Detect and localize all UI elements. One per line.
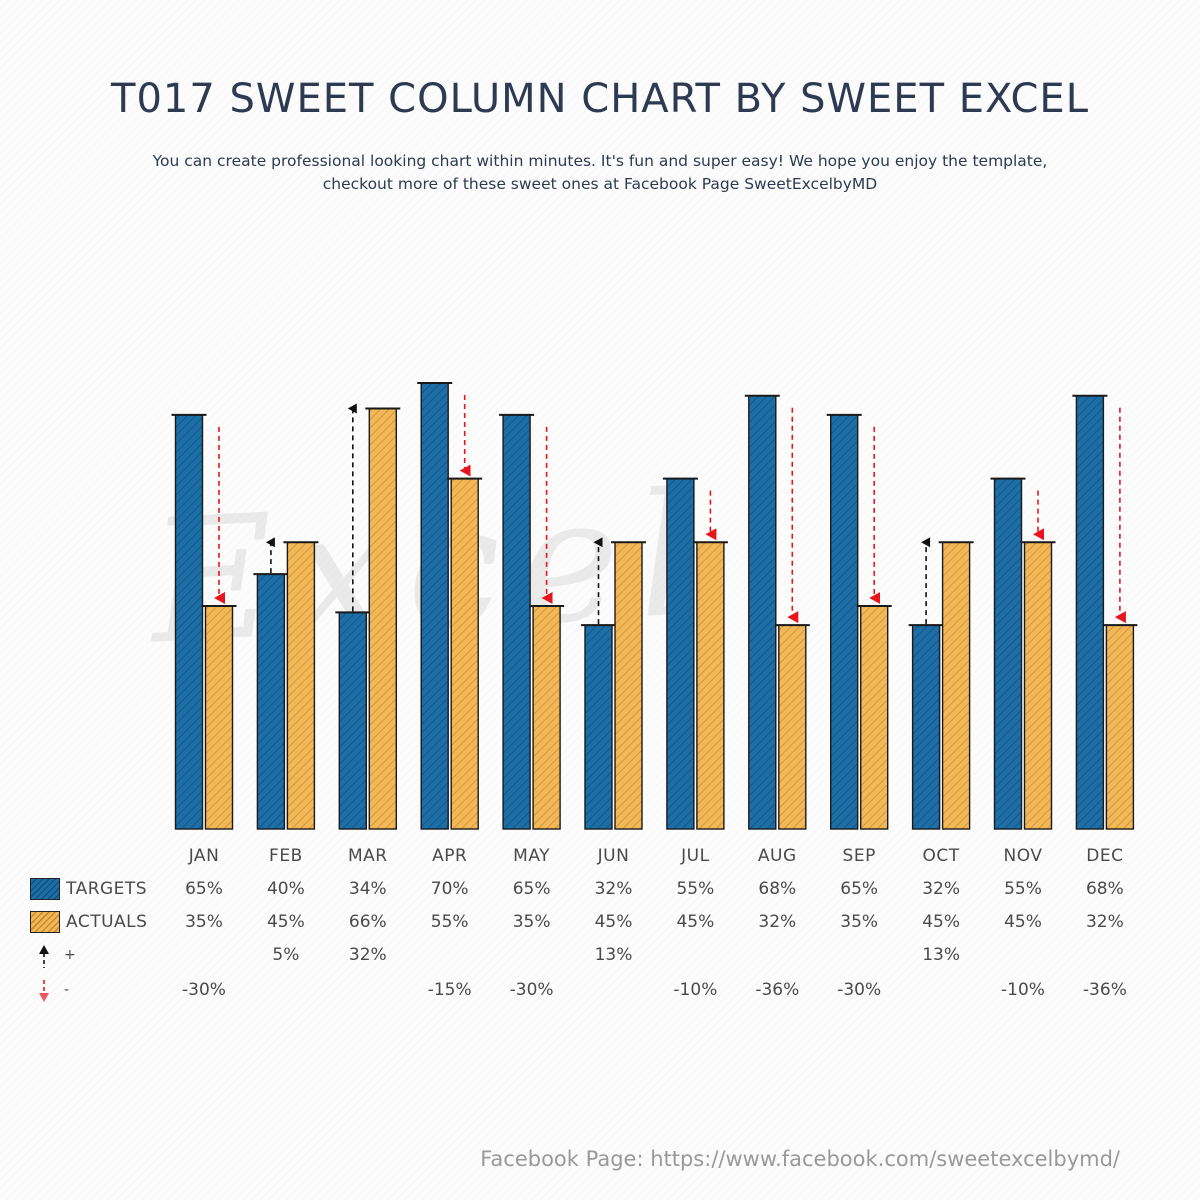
targets-value-jun: 32% <box>594 879 633 899</box>
month-label-nov: NOV <box>1003 846 1043 866</box>
targets-value-feb: 40% <box>266 879 305 899</box>
decrease-row-label: - <box>64 982 70 998</box>
targets-value-dec: 68% <box>1085 879 1124 899</box>
targets-bar-mar <box>338 611 367 830</box>
month-label-aug: AUG <box>757 846 797 866</box>
decrease-arrow-icon <box>39 980 49 1002</box>
column-chart <box>171 382 1138 830</box>
actuals-bar-mar <box>368 407 397 830</box>
increase-row-label: + <box>64 947 77 963</box>
targets-bar-jul <box>666 477 695 830</box>
targets-value-jul: 55% <box>676 879 715 899</box>
actuals-bar-oct <box>941 541 971 830</box>
increase-arrow-icon <box>39 945 49 968</box>
subtitle-line-2: checkout more of these sweet ones at Fac… <box>322 175 878 193</box>
actuals-bar-jun <box>614 541 643 830</box>
actuals-bar-nov <box>1023 541 1053 830</box>
actuals-row: ACTUALS 35% 45% 66% 55% 35% 45% 45% 32% 35% 45% 45… <box>0 907 1200 937</box>
decrease-value-sep: -30% <box>837 980 882 1000</box>
targets-value-sep: 65% <box>840 879 879 899</box>
month-label-jul: JUL <box>681 846 710 866</box>
actuals-value-jan: 35% <box>185 912 223 932</box>
month-label-sep: SEP <box>842 846 876 866</box>
targets-bar-apr <box>420 382 449 830</box>
increase-value-jun: 13% <box>594 945 633 965</box>
decrease-value-apr: -15% <box>427 980 472 1000</box>
increase-row: + 5% 32% 13% 13% <box>0 940 1200 970</box>
targets-bar-nov <box>993 477 1023 830</box>
actuals-bar-aug <box>778 624 807 830</box>
targets-bar-dec <box>1075 395 1105 830</box>
actuals-legend-swatch <box>30 911 60 933</box>
month-label-mar: MAR <box>347 846 388 866</box>
decrease-value-aug: -36% <box>755 980 800 1000</box>
actuals-bar-dec <box>1105 624 1135 830</box>
targets-bar-aug <box>748 395 777 830</box>
month-label-apr: APR <box>432 846 468 866</box>
targets-bar-jan <box>174 414 204 830</box>
month-label-oct: OCT <box>922 846 960 866</box>
targets-legend-swatch <box>30 878 60 900</box>
bars-layer <box>171 382 1138 830</box>
actuals-bar-may <box>532 605 561 830</box>
targets-bar-jun <box>584 624 613 830</box>
decrease-value-jul: -10% <box>673 980 718 1000</box>
footer-facebook-link[interactable]: Facebook Page: https://www.facebook.com/… <box>480 1147 1120 1171</box>
targets-row: TARGETS 65% 40% 34% 70% 65% 32% 55% 68% 65% 32% 55… <box>0 874 1200 904</box>
actuals-value-apr: 55% <box>430 912 469 932</box>
month-label-dec: DEC <box>1086 846 1124 866</box>
targets-value-mar: 34% <box>348 879 387 899</box>
actuals-bar-jan <box>204 605 234 830</box>
targets-bar-may <box>502 414 531 830</box>
month-label-jun: JUN <box>597 846 630 866</box>
targets-bar-sep <box>830 414 859 830</box>
targets-row-label: TARGETS <box>66 879 148 899</box>
actuals-value-nov: 45% <box>1004 912 1042 932</box>
actuals-bar-apr <box>450 477 479 830</box>
actuals-value-sep: 35% <box>840 912 879 932</box>
targets-value-apr: 70% <box>430 879 469 899</box>
targets-bar-feb <box>256 573 286 830</box>
increase-value-oct: 13% <box>922 945 960 965</box>
month-label-row: JAN FEB MAR APR MAY JUN JUL AUG SEP OCT NOV DEC <box>0 841 1200 871</box>
variance-arrows-layer <box>214 395 1126 625</box>
targets-value-oct: 32% <box>922 879 960 899</box>
decrease-row: - -30% -15% -30% -10% -36% -30% -10% -36% <box>0 975 1200 1005</box>
increase-value-mar: 32% <box>348 945 387 965</box>
actuals-value-oct: 45% <box>922 912 960 932</box>
month-label-may: MAY <box>513 846 551 866</box>
decrease-value-dec: -36% <box>1082 980 1127 1000</box>
decrease-value-may: -30% <box>509 980 554 1000</box>
actuals-value-jun: 45% <box>594 912 633 932</box>
targets-value-aug: 68% <box>758 879 797 899</box>
subtitle-line-1: You can create professional looking char… <box>152 152 1048 170</box>
actuals-value-mar: 66% <box>348 912 387 932</box>
targets-value-jan: 65% <box>185 879 223 899</box>
increase-value-feb: 5% <box>272 945 300 965</box>
targets-bar-oct <box>911 624 941 830</box>
actuals-value-jul: 45% <box>676 912 715 932</box>
month-label-feb: FEB <box>269 846 303 866</box>
actuals-value-aug: 32% <box>758 912 797 932</box>
actuals-value-may: 35% <box>512 912 551 932</box>
decrease-value-nov: -10% <box>1001 980 1045 1000</box>
actuals-bar-sep <box>860 605 889 830</box>
targets-value-may: 65% <box>512 879 551 899</box>
actuals-bar-feb <box>286 541 316 830</box>
actuals-row-label: ACTUALS <box>66 912 148 932</box>
month-label-jan: JAN <box>188 846 220 866</box>
actuals-value-dec: 32% <box>1085 912 1124 932</box>
decrease-value-jan: -30% <box>182 980 226 1000</box>
targets-value-nov: 55% <box>1004 879 1042 899</box>
actuals-value-feb: 45% <box>266 912 305 932</box>
actuals-bar-jul <box>696 541 725 830</box>
chart-subtitle: You can create professional looking char… <box>90 150 1110 196</box>
chart-title: T017 SWEET COLUMN CHART BY SWEET EXCEL <box>111 76 1089 122</box>
